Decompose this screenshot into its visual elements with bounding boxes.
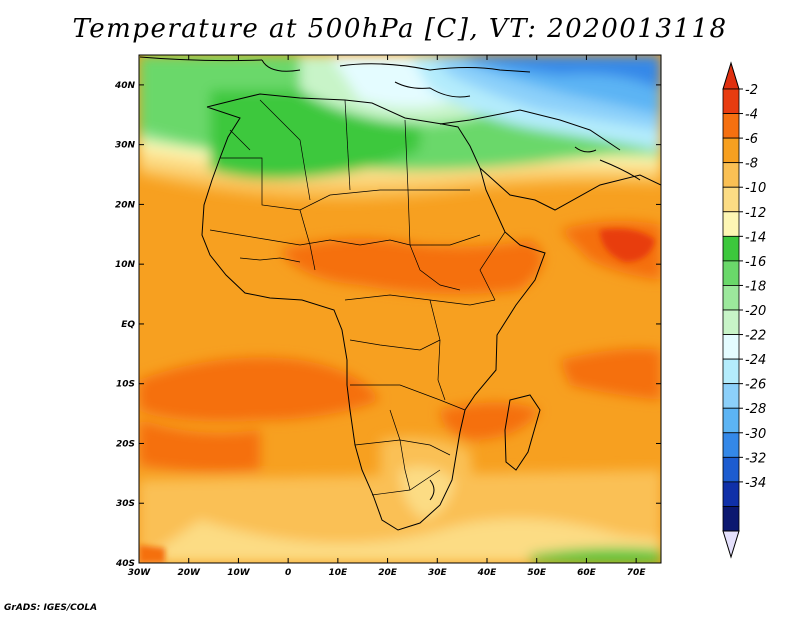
colorbar-swatch — [722, 407, 740, 434]
colorbar-label: -4 — [745, 108, 758, 123]
colorbar-label: -16 — [745, 255, 766, 270]
lon-tick-label: 20W — [177, 568, 201, 578]
lon-tick-label: 10E — [329, 568, 349, 578]
colorbar-swatch — [722, 285, 740, 311]
colorbar-label: -8 — [745, 157, 758, 172]
lat-tick-label: 10S — [116, 380, 135, 390]
lon-tick-label: 30W — [128, 568, 152, 578]
lon-tick-label: 50E — [527, 568, 547, 578]
colorbar-swatch — [722, 456, 740, 483]
colorbar-bottom-arrow — [722, 530, 740, 559]
colorbar-label: -14 — [745, 230, 766, 245]
colorbar-label: -6 — [745, 132, 758, 147]
lon-tick-label: 10W — [227, 568, 251, 578]
colorbar-label: -24 — [745, 353, 766, 368]
colorbar-label: -22 — [745, 329, 766, 344]
colorbar-label: -10 — [745, 181, 766, 196]
colorbar-label: -26 — [745, 378, 766, 393]
lon-tick-label: 0 — [285, 568, 291, 578]
lat-tick-label: 20N — [115, 200, 136, 210]
colorbar-label: -18 — [745, 279, 766, 294]
latitude-axis: 40N 30N 20N 10N EQ 10S 20S 30S 40S — [114, 81, 661, 569]
lon-tick-label: 70E — [627, 568, 647, 578]
lon-tick-label: 30E — [428, 568, 448, 578]
colorbar-swatch — [722, 481, 740, 507]
colorbar-swatch — [722, 358, 740, 385]
plot-frame — [138, 54, 662, 564]
longitude-axis: 30W 20W 10W 0 10E 20E 30E 40E 50E 60E 70E — [128, 55, 647, 578]
colorbar-swatch — [722, 113, 740, 139]
colorbar-swatch — [722, 383, 740, 409]
lat-tick-label: 10N — [115, 260, 136, 270]
colorbar-swatch — [722, 88, 740, 114]
lat-tick-label: 30S — [116, 499, 135, 509]
colorbar-label: -28 — [745, 402, 766, 417]
lon-tick-label: 60E — [577, 568, 597, 578]
colorbar-swatch — [722, 334, 740, 360]
colorbar-label: -12 — [745, 206, 766, 221]
colorbar-swatch — [722, 260, 740, 286]
colorbar-label: -30 — [745, 427, 766, 442]
colorbar-swatch — [722, 432, 740, 458]
colorbar-swatch — [722, 506, 740, 532]
lat-tick-label: 40N — [114, 81, 136, 91]
colorbar-swatch — [722, 309, 740, 335]
colorbar-swatch — [722, 211, 740, 237]
lon-tick-label: 20E — [378, 568, 398, 578]
coastlines — [139, 56, 661, 531]
map-title: Temperature at 500hPa [C], VT: 202001311… — [72, 14, 728, 44]
temperature-field — [139, 55, 661, 563]
colorbar-label: -20 — [745, 304, 766, 319]
colorbar: -2 -4 -6 -8 -10 -12 -14 -16 -18 -20 -22 -24 -26 -28 -3… — [722, 61, 766, 559]
colorbar-swatch — [722, 162, 740, 188]
lat-tick-label: 40S — [115, 559, 135, 569]
footer-credit: GrADS: IGES/COLA — [4, 603, 98, 613]
colorbar-label: -32 — [745, 451, 766, 466]
country-borders — [209, 99, 506, 496]
colorbar-top-arrow — [722, 61, 740, 90]
lat-tick-label: 20S — [116, 439, 135, 449]
colorbar-swatch — [722, 137, 740, 164]
colorbar-label: -34 — [745, 476, 766, 491]
lat-tick-label: 30N — [115, 141, 136, 151]
lon-tick-label: 40E — [477, 568, 498, 578]
colorbar-label: -2 — [745, 83, 758, 98]
colorbar-swatch — [722, 186, 740, 213]
colorbar-swatch — [722, 235, 740, 262]
lat-tick-label: EQ — [121, 320, 135, 330]
